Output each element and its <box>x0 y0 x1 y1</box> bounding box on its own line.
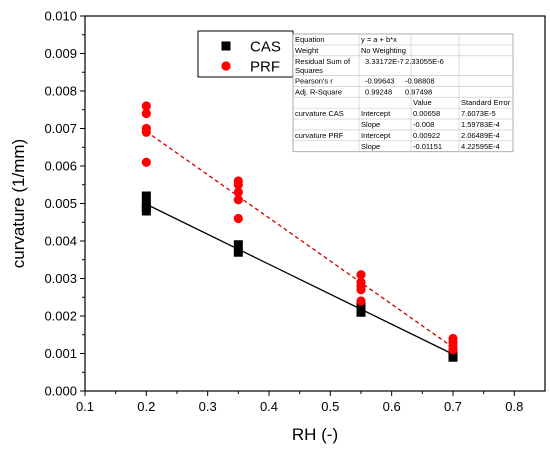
point-cas <box>233 247 243 257</box>
legend-label-prf: PRF <box>250 59 280 76</box>
x-tick-label: 0.6 <box>383 399 401 414</box>
stats-table-frame <box>292 33 514 153</box>
point-cas <box>141 206 151 216</box>
y-tick-label: 0.000 <box>44 384 77 399</box>
stats-cell: -0.008 <box>413 120 434 129</box>
stats-cell: 2.33055E-6 <box>405 57 444 66</box>
x-tick-label: 0.7 <box>444 399 462 414</box>
stats-cell: 0.99248 <box>365 87 392 96</box>
plot-layer <box>141 101 458 362</box>
point-prf <box>448 345 458 355</box>
point-prf <box>141 101 151 111</box>
x-tick-label: 0.2 <box>137 399 155 414</box>
y-tick-label: 0.001 <box>44 346 77 361</box>
stats-cell: 2.06489E-4 <box>461 131 500 140</box>
y-tick-label: 0.007 <box>44 121 77 136</box>
stats-cell: y = a + b*x <box>361 35 397 44</box>
stats-cell: Slope <box>361 142 380 151</box>
y-tick-label: 0.008 <box>44 84 77 99</box>
point-cas <box>356 302 366 312</box>
y-axis-title: curvature (1/mm) <box>9 139 28 268</box>
point-cas <box>233 240 243 250</box>
stats-cell: 3.33172E-7 <box>365 57 404 66</box>
point-cas <box>448 352 458 362</box>
point-prf <box>141 127 151 137</box>
stats-cell: Adj. R-Square <box>295 87 342 96</box>
point-cas <box>141 191 151 201</box>
stats-cell: Residual Sum of <box>295 57 351 66</box>
fit-statistics-table: Equation y = a + b*x Weight No Weighting Res… <box>292 33 514 153</box>
stats-cell: Intercept <box>361 131 391 140</box>
stats-cell: Standard Error <box>461 98 511 107</box>
y-tick-label: 0.002 <box>44 309 77 324</box>
y-tick-label: 0.004 <box>44 234 77 249</box>
legend: CAS PRF <box>197 30 294 78</box>
point-prf <box>233 180 243 190</box>
legend-marker-prf <box>221 61 231 71</box>
fit-line-cas <box>146 203 454 355</box>
x-tick-label: 0.5 <box>321 399 339 414</box>
stats-cell: Squares <box>295 66 323 75</box>
stats-cell: -0.01151 <box>413 142 442 151</box>
stats-cell: 0.00658 <box>413 109 440 118</box>
stats-cell: curvature PRF <box>295 131 344 140</box>
stats-cell: No Weighting <box>361 46 406 55</box>
y-tick-label: 0.010 <box>44 9 77 24</box>
stats-cell: -0.99643 <box>365 76 395 85</box>
legend-marker-cas <box>221 41 231 51</box>
point-prf <box>233 195 243 205</box>
stats-cell: Weight <box>295 46 319 55</box>
point-prf <box>141 108 151 119</box>
y-tick-label: 0.006 <box>44 159 77 174</box>
y-tick-label: 0.003 <box>44 271 77 286</box>
stats-cell: Value <box>413 98 432 107</box>
stats-cell: 1.59783E-4 <box>461 120 500 129</box>
legend-label-cas: CAS <box>250 39 281 56</box>
axes-layer: 0.1 0.2 0.3 0.4 0.5 0.6 0.7 0.8 0.000 0.001 0.002 0… <box>9 9 546 444</box>
stats-cell: 7.6073E-5 <box>461 109 496 118</box>
stats-cell: 4.22595E-4 <box>461 142 500 151</box>
point-prf <box>356 296 366 306</box>
x-tick-label: 0.8 <box>505 399 523 414</box>
y-tick-label: 0.005 <box>44 196 77 211</box>
stats-cell: Intercept <box>361 109 391 118</box>
x-axis-title: RH (-) <box>292 425 338 444</box>
stats-cell: -0.98808 <box>405 76 435 85</box>
fit-line-prf <box>145 131 454 348</box>
stats-cell: curvature CAS <box>295 109 344 118</box>
point-prf <box>356 285 366 295</box>
point-cas <box>356 307 366 317</box>
x-tick-label: 0.1 <box>76 399 94 414</box>
y-tick-label: 0.009 <box>44 46 77 61</box>
point-prf <box>233 187 243 197</box>
point-prf <box>233 213 243 224</box>
stats-cell: Equation <box>295 35 325 44</box>
x-tick-label: 0.3 <box>199 399 217 414</box>
stats-cell: Pearson's r <box>295 76 333 85</box>
point-prf <box>141 157 151 167</box>
stats-cell: Slope <box>361 120 380 129</box>
point-prf <box>356 270 366 280</box>
stats-cell: 0.97498 <box>405 87 432 96</box>
x-tick-label: 0.4 <box>260 399 278 414</box>
stats-cell: 0.00922 <box>413 131 440 140</box>
